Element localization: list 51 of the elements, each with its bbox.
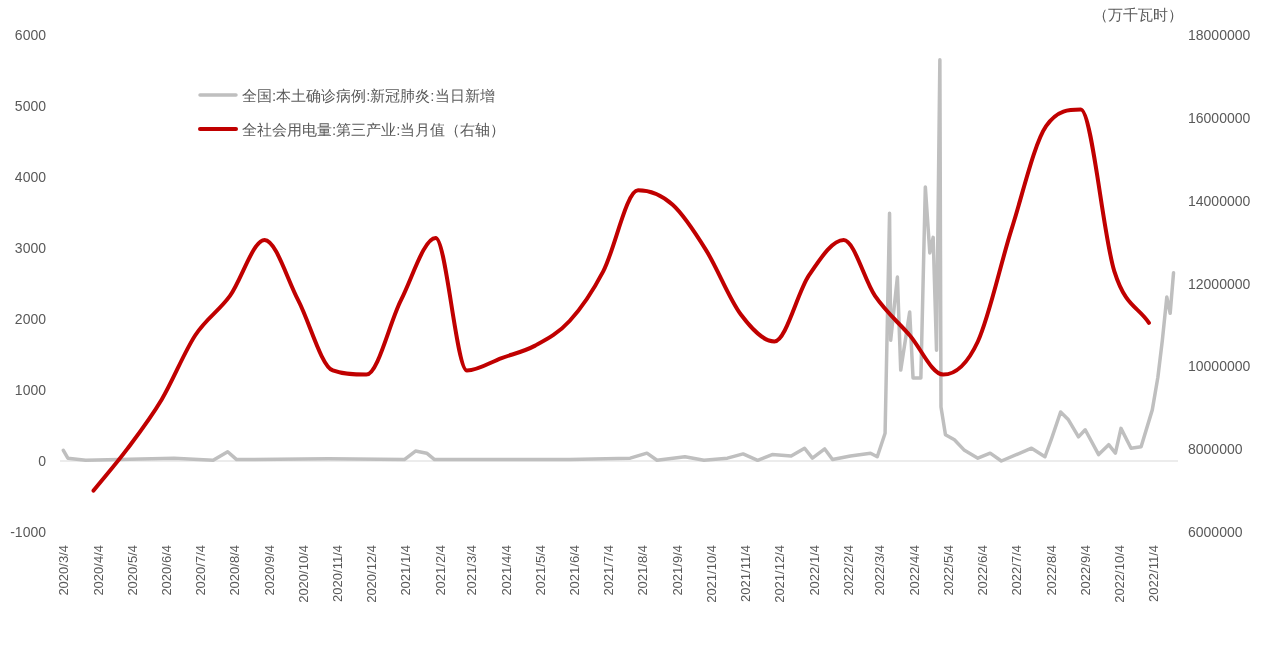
y-tick-label: 4000 — [14, 169, 47, 185]
y-tick-label: -1000 — [10, 524, 47, 540]
y2-tick-label: 14000000 — [1188, 192, 1251, 209]
y2-tick-label: 10000000 — [1188, 358, 1251, 375]
y2-tick-label: 8000000 — [1188, 441, 1243, 458]
y-tick-label: 3000 — [14, 240, 47, 256]
x-tick-label: 2022/5/4 — [940, 545, 956, 596]
x-tick-label: 2020/9/4 — [262, 545, 278, 596]
x-tick-label: 2020/4/4 — [91, 545, 107, 596]
x-tick-label: 2020/12/4 — [363, 545, 379, 603]
x-tick-label: 2022/1/4 — [806, 545, 822, 596]
x-tick-label: 2021/9/4 — [670, 545, 686, 596]
x-tick-label: 2021/3/4 — [464, 545, 480, 596]
x-tick-label: 2020/7/4 — [192, 545, 208, 596]
x-tick-label: 2020/5/4 — [124, 545, 140, 596]
y2-tick-label: 18000000 — [1188, 27, 1251, 43]
x-tick-label: 2021/6/4 — [567, 545, 583, 596]
x-tick-label: 2022/7/4 — [1008, 545, 1024, 596]
x-tick-label: 2022/8/4 — [1043, 545, 1059, 596]
x-tick-label: 2022/3/4 — [872, 545, 888, 596]
x-tick-label: 2022/10/4 — [1111, 545, 1127, 603]
x-tick-label: 2022/2/4 — [841, 545, 857, 596]
x-tick-label: 2021/8/4 — [635, 545, 651, 596]
x-tick-label: 2020/10/4 — [295, 545, 311, 603]
y-tick-label: 1000 — [14, 382, 47, 398]
x-tick-label: 2021/1/4 — [398, 545, 414, 596]
x-tick-label: 2021/11/4 — [738, 545, 754, 602]
x-tick-label: 2021/2/4 — [433, 545, 449, 596]
x-tick-label: 2020/3/4 — [56, 545, 72, 596]
x-tick-label: 2022/4/4 — [907, 545, 923, 596]
x-tick-label: 2022/6/4 — [975, 545, 991, 596]
x-tick-label: 2021/7/4 — [600, 545, 616, 596]
x-tick-label: 2020/11/4 — [330, 545, 346, 602]
x-tick-label: 2022/11/4 — [1146, 545, 1162, 602]
y-tick-label: 5000 — [14, 98, 47, 114]
legend-label: 全国:本土确诊病例:新冠肺炎:当日新增 — [242, 87, 495, 104]
y2-tick-label: 16000000 — [1188, 109, 1251, 126]
x-tick-label: 2021/12/4 — [771, 545, 787, 603]
y-tick-label: 6000 — [14, 27, 47, 43]
y2-axis-title: （万千瓦时） — [1093, 6, 1183, 23]
legend-label: 全社会用电量:第三产业:当月值（右轴） — [242, 121, 506, 138]
y2-tick-label: 12000000 — [1188, 275, 1251, 292]
x-tick-label: 2020/6/4 — [159, 545, 175, 596]
x-tick-label: 2021/4/4 — [499, 545, 515, 596]
x-tick-label: 2020/8/4 — [227, 545, 243, 596]
x-tick-label: 2021/5/4 — [532, 545, 548, 596]
x-tick-label: 2022/9/4 — [1078, 545, 1094, 596]
y-tick-label: 0 — [38, 453, 47, 469]
y-tick-label: 2000 — [14, 311, 47, 327]
x-tick-label: 2021/10/4 — [703, 545, 719, 603]
y2-tick-label: 6000000 — [1188, 524, 1243, 540]
